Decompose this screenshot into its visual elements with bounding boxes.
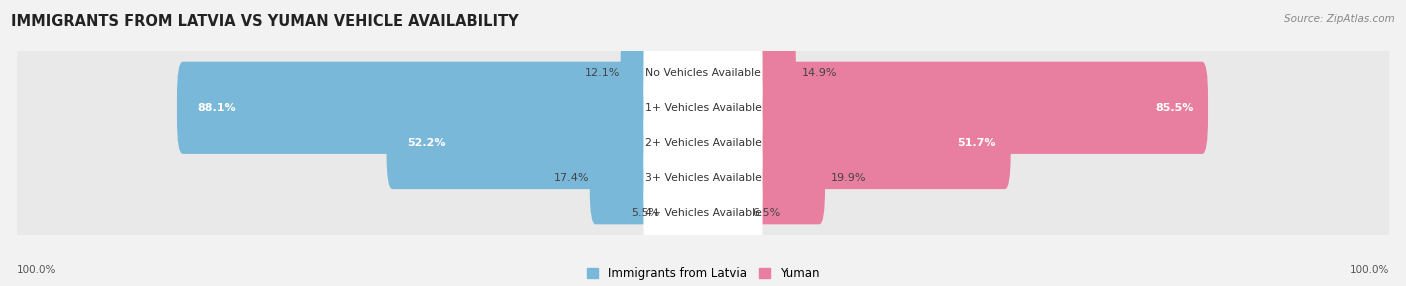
FancyBboxPatch shape bbox=[692, 62, 1208, 154]
Text: IMMIGRANTS FROM LATVIA VS YUMAN VEHICLE AVAILABILITY: IMMIGRANTS FROM LATVIA VS YUMAN VEHICLE … bbox=[11, 14, 519, 29]
FancyBboxPatch shape bbox=[644, 55, 762, 161]
Text: 100.0%: 100.0% bbox=[17, 265, 56, 275]
Text: 17.4%: 17.4% bbox=[554, 173, 589, 183]
Text: 88.1%: 88.1% bbox=[197, 103, 236, 113]
Text: 6.5%: 6.5% bbox=[752, 208, 780, 219]
Text: 52.2%: 52.2% bbox=[406, 138, 446, 148]
Text: 3+ Vehicles Available: 3+ Vehicles Available bbox=[644, 173, 762, 183]
Text: 19.9%: 19.9% bbox=[831, 173, 866, 183]
FancyBboxPatch shape bbox=[644, 90, 762, 196]
FancyBboxPatch shape bbox=[644, 125, 762, 231]
Text: 5.5%: 5.5% bbox=[631, 208, 659, 219]
Text: Source: ZipAtlas.com: Source: ZipAtlas.com bbox=[1284, 14, 1395, 24]
Text: 51.7%: 51.7% bbox=[957, 138, 995, 148]
FancyBboxPatch shape bbox=[17, 108, 1389, 248]
FancyBboxPatch shape bbox=[387, 97, 709, 189]
FancyBboxPatch shape bbox=[692, 132, 825, 224]
Text: 12.1%: 12.1% bbox=[585, 67, 620, 78]
FancyBboxPatch shape bbox=[17, 143, 1389, 283]
FancyBboxPatch shape bbox=[17, 73, 1389, 213]
Text: 4+ Vehicles Available: 4+ Vehicles Available bbox=[644, 208, 762, 219]
FancyBboxPatch shape bbox=[692, 97, 1011, 189]
FancyBboxPatch shape bbox=[177, 62, 709, 154]
FancyBboxPatch shape bbox=[644, 160, 762, 267]
Text: 14.9%: 14.9% bbox=[801, 67, 837, 78]
Text: 100.0%: 100.0% bbox=[1350, 265, 1389, 275]
Text: 2+ Vehicles Available: 2+ Vehicles Available bbox=[644, 138, 762, 148]
FancyBboxPatch shape bbox=[17, 38, 1389, 178]
FancyBboxPatch shape bbox=[659, 167, 709, 259]
Legend: Immigrants from Latvia, Yuman: Immigrants from Latvia, Yuman bbox=[586, 267, 820, 280]
FancyBboxPatch shape bbox=[644, 19, 762, 126]
FancyBboxPatch shape bbox=[17, 3, 1389, 143]
Text: 1+ Vehicles Available: 1+ Vehicles Available bbox=[644, 103, 762, 113]
FancyBboxPatch shape bbox=[589, 132, 709, 224]
FancyBboxPatch shape bbox=[692, 27, 796, 119]
Text: No Vehicles Available: No Vehicles Available bbox=[645, 67, 761, 78]
FancyBboxPatch shape bbox=[620, 27, 709, 119]
Text: 85.5%: 85.5% bbox=[1156, 103, 1194, 113]
FancyBboxPatch shape bbox=[692, 167, 747, 259]
